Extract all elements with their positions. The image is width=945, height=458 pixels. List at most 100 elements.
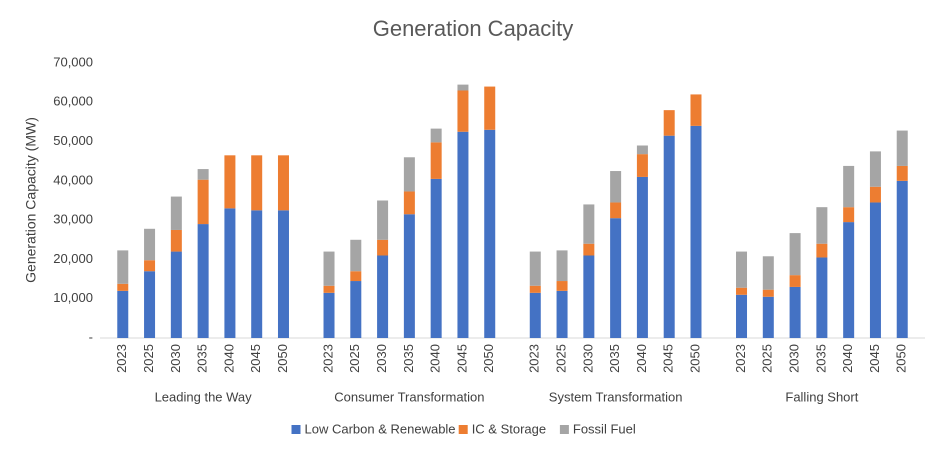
bar-segment — [789, 275, 801, 287]
y-tick-label: - — [89, 329, 93, 344]
bar-segment — [610, 218, 622, 338]
bar-segment — [663, 110, 675, 136]
bar-segment — [377, 200, 389, 240]
bar-segment — [843, 222, 855, 338]
x-tick-label: 2030 — [374, 344, 389, 373]
bar-segment — [529, 292, 541, 338]
y-tick-label: 40,000 — [53, 172, 93, 187]
bar-segment — [583, 255, 595, 338]
x-tick-label: 2025 — [347, 344, 362, 373]
bar-segment — [457, 84, 469, 91]
bar-segment — [403, 214, 415, 338]
bar-segment — [403, 191, 415, 215]
x-tick-label: 2035 — [195, 344, 210, 373]
x-tick-label: 2040 — [221, 344, 236, 373]
bar-segment — [197, 224, 209, 338]
bar-segment — [224, 208, 236, 338]
x-tick-label: 2030 — [580, 344, 595, 373]
x-tick-label: 2023 — [527, 344, 542, 373]
bar-segment — [117, 290, 129, 338]
bar-segment — [556, 250, 568, 282]
legend-swatch — [291, 425, 301, 434]
bar-segment — [323, 292, 335, 338]
bar-segment — [896, 180, 908, 338]
bar-segment — [556, 290, 568, 338]
x-tick-label: 2040 — [840, 344, 855, 373]
bar-segment — [789, 233, 801, 276]
y-tick-label: 50,000 — [53, 133, 93, 148]
bar-segment — [762, 296, 774, 338]
bar-segment — [636, 145, 648, 155]
bar-segment — [610, 202, 622, 219]
y-tick-label: 60,000 — [53, 94, 93, 109]
bar-segment — [170, 229, 182, 252]
bar-segment — [583, 243, 595, 256]
bar-segment — [690, 125, 702, 338]
bar-segment — [430, 142, 442, 179]
bar-segment — [144, 271, 156, 338]
bar-segment — [144, 260, 156, 272]
bar-segment — [636, 154, 648, 177]
bar-segment — [636, 176, 648, 338]
bar-segment — [583, 204, 595, 244]
legend-label: IC & Storage — [472, 421, 546, 436]
bar-segment — [484, 86, 496, 130]
bar-segment — [277, 155, 289, 211]
group-label: Consumer Transformation — [334, 389, 484, 404]
x-tick-label: 2023 — [114, 344, 129, 373]
y-tick-label: 70,000 — [53, 54, 93, 69]
bar-segment — [170, 196, 182, 230]
bar-segment — [323, 251, 335, 286]
bar-segment — [430, 178, 442, 338]
x-tick-label: 2035 — [607, 344, 622, 373]
x-tick-label: 2030 — [168, 344, 183, 373]
bar-segment — [789, 286, 801, 338]
bar-segment — [377, 255, 389, 338]
x-tick-label: 2040 — [428, 344, 443, 373]
x-tick-label: 2045 — [248, 344, 263, 373]
bar-segment — [170, 251, 182, 338]
bar-segment — [350, 239, 362, 272]
bar-segment — [144, 228, 156, 261]
x-tick-label: 2023 — [733, 344, 748, 373]
x-tick-label: 2023 — [320, 344, 335, 373]
legend-swatch — [559, 425, 569, 434]
bar-segment — [403, 157, 415, 192]
bar-segment — [377, 239, 389, 256]
bar-segment — [251, 210, 263, 338]
bar-segment — [350, 281, 362, 338]
bar-segment — [457, 131, 469, 338]
x-tick-label: 2025 — [141, 344, 156, 373]
x-tick-label: 2050 — [687, 344, 702, 373]
group-label: Leading the Way — [155, 389, 253, 404]
x-tick-label: 2050 — [481, 344, 496, 373]
legend-label: Fossil Fuel — [573, 421, 636, 436]
bar-segment — [736, 251, 748, 288]
bar-segment — [816, 257, 828, 338]
bar-segment — [610, 171, 622, 203]
legend-swatch — [458, 425, 468, 434]
bar-segment — [430, 128, 442, 143]
y-tick-label: 30,000 — [53, 212, 93, 227]
x-tick-label: 2025 — [760, 344, 775, 373]
bar-segment — [843, 207, 855, 223]
bar-segment — [690, 94, 702, 126]
bar-segment — [896, 130, 908, 166]
bar-segment — [350, 271, 362, 282]
bar-segment — [816, 207, 828, 244]
chart-title: Generation Capacity — [373, 16, 574, 41]
bar-segment — [762, 289, 774, 297]
bar-segment — [869, 151, 881, 187]
bar-segment — [896, 165, 908, 181]
x-tick-label: 2030 — [787, 344, 802, 373]
bar-segment — [529, 251, 541, 286]
bar-segment — [484, 129, 496, 338]
x-tick-label: 2040 — [634, 344, 649, 373]
x-tick-label: 2045 — [867, 344, 882, 373]
bar-segment — [197, 179, 209, 225]
bar-segment — [224, 155, 236, 209]
bar-segment — [663, 135, 675, 338]
group-label: System Transformation — [549, 389, 683, 404]
